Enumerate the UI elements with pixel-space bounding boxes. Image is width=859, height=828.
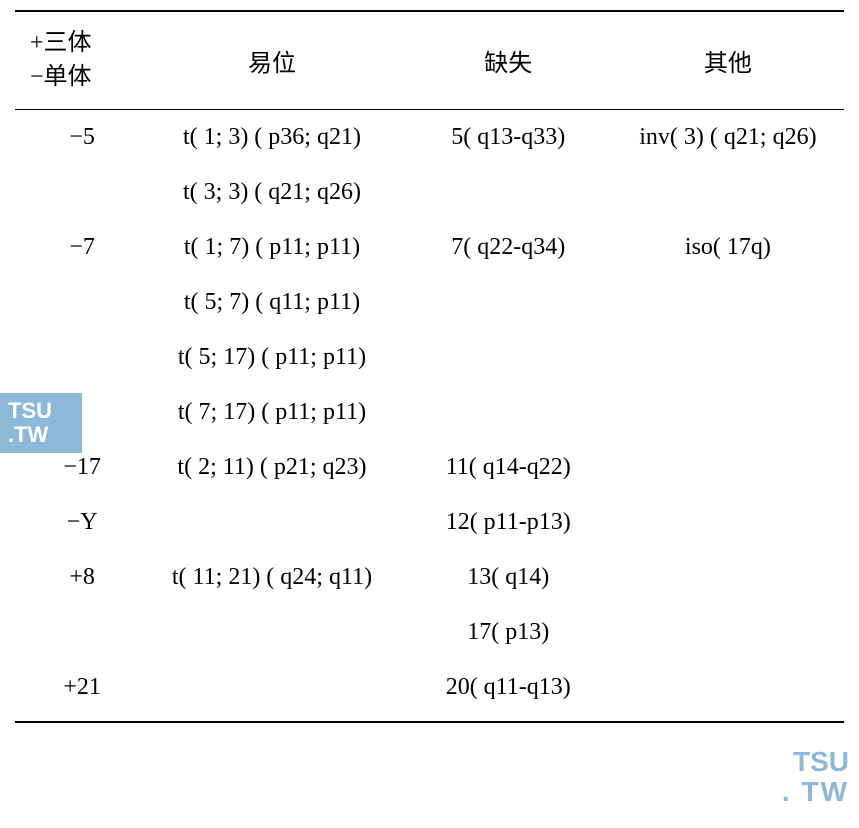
cell: −Y xyxy=(15,495,139,550)
cell xyxy=(15,165,139,220)
cell: t( 3; 3) ( q21; q26) xyxy=(139,165,404,220)
table-row: t( 5; 17) ( p11; p11) xyxy=(15,330,844,385)
cell xyxy=(15,275,139,330)
cell xyxy=(612,165,844,220)
cell: 12( p11-p13) xyxy=(405,495,612,550)
cell: −7 xyxy=(15,220,139,275)
table-row: +8 t( 11; 21) ( q24; q11) 13( q14) xyxy=(15,550,844,605)
table-row: −5 t( 1; 3) ( p36; q21) 5( q13-q33) inv(… xyxy=(15,110,844,166)
cell xyxy=(612,440,844,495)
table-row: +21 20( q11-q13) xyxy=(15,660,844,722)
cell: 17( p13) xyxy=(405,605,612,660)
cell: t( 11; 21) ( q24; q11) xyxy=(139,550,404,605)
cell xyxy=(405,275,612,330)
cell xyxy=(405,165,612,220)
watermark-left-line1: TSU xyxy=(8,399,82,423)
cell: 13( q14) xyxy=(405,550,612,605)
cell: inv( 3) ( q21; q26) xyxy=(612,110,844,166)
cell xyxy=(139,605,404,660)
header-col1: +三体 −单体 xyxy=(15,11,139,110)
cell: 11( q14-q22) xyxy=(405,440,612,495)
cell xyxy=(612,275,844,330)
cell xyxy=(612,605,844,660)
cell xyxy=(15,605,139,660)
cell: t( 5; 17) ( p11; p11) xyxy=(139,330,404,385)
cell: 5( q13-q33) xyxy=(405,110,612,166)
cell xyxy=(405,330,612,385)
cell: +8 xyxy=(15,550,139,605)
cell xyxy=(612,385,844,440)
table-row: −7 t( 1; 7) ( p11; p11) 7( q22-q34) iso(… xyxy=(15,220,844,275)
cell xyxy=(139,660,404,722)
data-table: +三体 −单体 易位 缺失 其他 −5 t( 1; 3) ( p36; q21)… xyxy=(15,10,844,723)
header-col2: 易位 xyxy=(139,11,404,110)
table-container: +三体 −单体 易位 缺失 其他 −5 t( 1; 3) ( p36; q21)… xyxy=(0,0,859,733)
cell xyxy=(612,330,844,385)
table-body: −5 t( 1; 3) ( p36; q21) 5( q13-q33) inv(… xyxy=(15,110,844,723)
header-col1-line1: +三体 xyxy=(30,27,134,61)
cell xyxy=(612,495,844,550)
table-row: t( 3; 3) ( q21; q26) xyxy=(15,165,844,220)
table-row: t( 5; 7) ( q11; p11) xyxy=(15,275,844,330)
watermark-right-line2: . TW xyxy=(782,777,849,806)
table-row: 17( p13) xyxy=(15,605,844,660)
watermark-left: TSU .TW xyxy=(0,393,82,453)
cell: −5 xyxy=(15,110,139,166)
cell xyxy=(139,495,404,550)
watermark-right-line1: TSU xyxy=(782,747,849,776)
cell: t( 1; 3) ( p36; q21) xyxy=(139,110,404,166)
cell: t( 1; 7) ( p11; p11) xyxy=(139,220,404,275)
cell: t( 5; 7) ( q11; p11) xyxy=(139,275,404,330)
table-row: t( 7; 17) ( p11; p11) xyxy=(15,385,844,440)
cell: iso( 17q) xyxy=(612,220,844,275)
watermark-right: TSU . TW xyxy=(782,747,849,806)
cell: t( 7; 17) ( p11; p11) xyxy=(139,385,404,440)
cell xyxy=(15,330,139,385)
cell: t( 2; 11) ( p21; q23) xyxy=(139,440,404,495)
cell xyxy=(612,660,844,722)
cell: +21 xyxy=(15,660,139,722)
table-row: −17 t( 2; 11) ( p21; q23) 11( q14-q22) xyxy=(15,440,844,495)
watermark-left-line2: .TW xyxy=(8,423,82,447)
header-col1-line2: −单体 xyxy=(30,61,134,95)
header-col4: 其他 xyxy=(612,11,844,110)
cell xyxy=(405,385,612,440)
cell: 20( q11-q13) xyxy=(405,660,612,722)
table-row: −Y 12( p11-p13) xyxy=(15,495,844,550)
cell xyxy=(612,550,844,605)
header-col3: 缺失 xyxy=(405,11,612,110)
header-row: +三体 −单体 易位 缺失 其他 xyxy=(15,11,844,110)
cell: 7( q22-q34) xyxy=(405,220,612,275)
